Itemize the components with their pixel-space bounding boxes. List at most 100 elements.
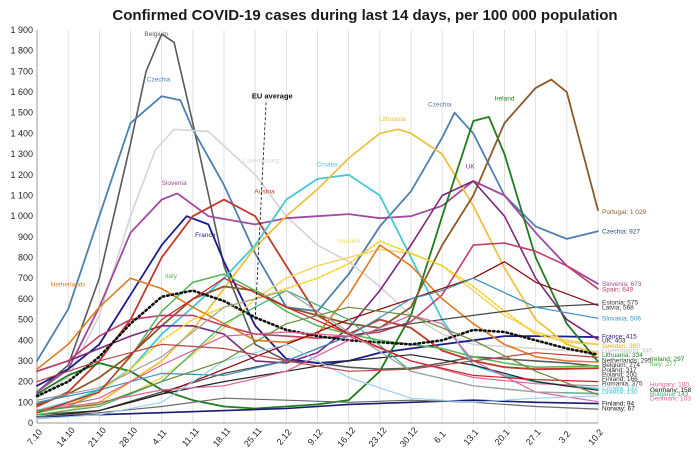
x-tick-label: 20.1 <box>493 427 512 447</box>
series-line <box>36 180 599 373</box>
series-labels: Belgium Czechia Czechia Luxembourg Slovenia F… <box>51 31 692 412</box>
series-label: Croatia <box>316 162 337 169</box>
y-tick-label: 1 400 <box>10 128 33 138</box>
series-line <box>36 273 599 414</box>
end-label: Poland; 317 <box>602 367 637 374</box>
end-label: Romania; 375 <box>602 381 643 388</box>
end-label: Italy; 277 <box>650 361 677 368</box>
x-tick-label: 28.10 <box>117 425 139 449</box>
series-label: Slovenia <box>162 180 187 187</box>
end-label: Greece; 130 <box>602 389 638 396</box>
x-tick-label: 25.11 <box>242 425 264 448</box>
x-tick-label: 2.12 <box>275 427 294 447</box>
series-label: France <box>195 232 216 239</box>
y-tick-label: 1 200 <box>10 170 33 180</box>
series-line <box>36 306 599 412</box>
end-label: Norway; 67 <box>602 406 635 413</box>
y-tick-label: 1 600 <box>10 87 33 97</box>
x-tick-label: 13.1 <box>462 427 481 447</box>
eu-average-annotation: EU average <box>252 91 293 100</box>
series-label: Ireland <box>495 95 515 102</box>
end-label: Spain; 649 <box>602 287 633 294</box>
end-label: Portugal; 1 029 <box>602 209 646 216</box>
x-tick-label: 3.2 <box>557 429 573 445</box>
annotation-leader <box>254 102 267 320</box>
x-tick-label: 14.10 <box>55 425 77 449</box>
x-tick-label: 11.11 <box>180 426 201 449</box>
end-label: Czechia; 927 <box>602 229 640 236</box>
series-line <box>36 242 599 373</box>
annotation-group: EU average <box>252 91 293 320</box>
y-tick-label: 1 800 <box>10 46 33 56</box>
end-label: Croatia; 137 <box>602 385 638 392</box>
y-tick-label: 800 <box>18 253 33 263</box>
series-label: UK <box>466 164 476 171</box>
x-tick-label: 30.12 <box>398 425 420 449</box>
series-line <box>36 128 599 416</box>
series-line <box>36 314 599 412</box>
end-label: Finland; 94 <box>602 400 635 407</box>
series-label: Czechia <box>428 102 452 109</box>
y-tick-label: 1 000 <box>10 211 33 221</box>
end-label: Netherlands; 295 <box>602 358 652 365</box>
series-line <box>36 343 599 383</box>
chart-title: Confirmed COVID-19 cases during last 14 … <box>112 7 617 24</box>
end-label: Denmark; 103 <box>650 396 691 403</box>
end-label: Slovakia; 506 <box>602 316 641 323</box>
series-label: Austria <box>254 188 275 195</box>
series-label: Luxembourg <box>243 157 280 164</box>
x-tick-label: 7.10 <box>25 427 44 447</box>
series-line <box>35 289 600 398</box>
y-tick-label: 600 <box>18 294 33 304</box>
end-label: Lithuania; 334 <box>602 352 643 359</box>
x-tick-label: 27.1 <box>524 427 543 447</box>
y-tick-label: 1 100 <box>10 190 33 200</box>
series-label: Czechia <box>147 77 171 84</box>
series-label: Netherlands <box>51 281 87 288</box>
x-tick-label: 6.1 <box>432 429 448 445</box>
end-label: Slovenia; 673 <box>602 281 642 288</box>
end-label: France; 415 <box>602 334 637 341</box>
series-line <box>36 399 599 418</box>
series-line <box>36 343 599 420</box>
series-label: Belgium <box>144 31 167 38</box>
y-tick-label: 0 <box>28 418 33 428</box>
series-label: Italy <box>165 273 178 280</box>
end-label: Bulgaria; 143 <box>650 391 689 398</box>
end-label: Luxembourg; 345 <box>602 348 653 355</box>
y-tick-label: 1 900 <box>10 25 33 35</box>
x-tick-label: 10.2 <box>586 427 605 447</box>
end-label: Sweden; 380 <box>602 343 640 350</box>
x-tick-label: 9.12 <box>306 427 325 447</box>
end-label: Belgium; 274 <box>602 362 640 369</box>
series-line <box>36 331 599 412</box>
end-label: Latvia; 568 <box>602 305 634 312</box>
y-tick-label: 900 <box>18 232 33 242</box>
end-label: UK; 403 <box>602 338 626 345</box>
series-line <box>36 277 599 414</box>
series-line <box>36 290 599 401</box>
series-line <box>36 397 599 418</box>
series-line <box>36 215 599 387</box>
end-label: Poland; 200 <box>602 372 637 379</box>
x-tick-label: 4.11 <box>150 427 168 446</box>
y-tick-label: 700 <box>18 273 33 283</box>
x-tick-label: 18.11 <box>211 425 233 448</box>
y-tick-label: 300 <box>18 356 33 366</box>
y-tick-label: 1 500 <box>10 108 33 118</box>
series-label: Sweden <box>337 238 361 245</box>
y-tick-label: 1 700 <box>10 66 33 76</box>
x-tick-label: 21.10 <box>86 425 108 449</box>
end-label: Germany; 158 <box>650 387 692 394</box>
end-label: Hungary; 180 <box>650 382 689 389</box>
series-label: Lithuania <box>379 116 406 123</box>
end-label: Estonia; 575 <box>602 300 639 307</box>
series-line <box>36 128 599 399</box>
y-tick-label: 400 <box>18 335 33 345</box>
x-tick-label: 16.12 <box>335 425 357 449</box>
end-label: Finland; 166 <box>602 376 638 383</box>
y-tick-label: 1 300 <box>10 149 33 159</box>
series-line <box>36 180 599 393</box>
